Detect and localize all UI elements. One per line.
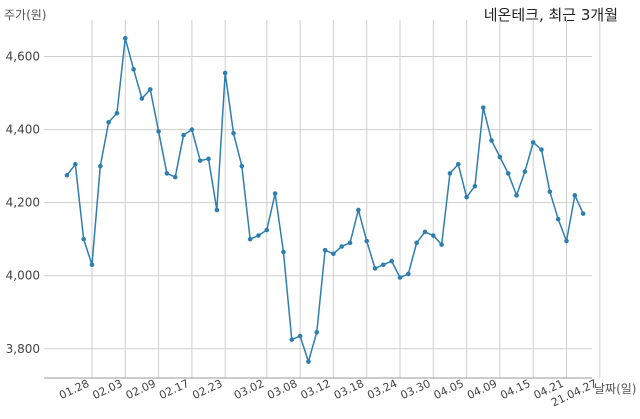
data-point	[455, 161, 461, 167]
data-point	[164, 171, 170, 176]
y-tick-label: 4,600	[6, 50, 40, 64]
data-point	[322, 247, 328, 253]
data-point	[281, 249, 286, 255]
data-point	[181, 132, 186, 138]
data-point	[306, 359, 311, 364]
data-point	[272, 191, 278, 196]
x-tick-label: 04.09	[465, 377, 499, 402]
data-point	[439, 242, 444, 247]
data-point	[64, 172, 70, 178]
data-point	[472, 183, 478, 189]
data-point	[580, 211, 586, 216]
data-point	[514, 193, 519, 198]
data-point	[156, 129, 161, 134]
series-points-layer	[64, 35, 586, 364]
data-point	[89, 262, 95, 268]
data-point	[81, 236, 86, 242]
data-point	[247, 236, 253, 242]
data-point	[364, 238, 370, 244]
grid	[44, 20, 601, 378]
data-point	[497, 154, 503, 160]
data-point	[431, 233, 436, 238]
data-point	[564, 238, 569, 244]
x-tick-label: 04.15	[498, 377, 532, 402]
data-point	[572, 193, 578, 198]
data-point	[422, 229, 428, 235]
x-tick-label: 03.24	[365, 377, 399, 402]
x-tick-label: 03.18	[332, 377, 366, 402]
data-point	[73, 161, 78, 167]
data-point	[447, 171, 453, 176]
x-tick-label: 02.17	[157, 377, 191, 402]
data-point	[297, 333, 303, 339]
data-point	[547, 189, 553, 194]
data-point	[480, 105, 486, 110]
x-axis-unit-label: 날짜(일)	[594, 382, 637, 396]
x-tick-label: 03.08	[265, 377, 299, 402]
data-point	[131, 67, 136, 72]
data-point	[406, 271, 411, 277]
data-point	[264, 227, 270, 233]
data-point	[389, 258, 394, 264]
data-point	[139, 96, 145, 101]
data-point	[214, 207, 220, 213]
data-point	[98, 163, 103, 169]
data-point	[397, 275, 403, 280]
x-tick-label: 04.05	[432, 377, 466, 402]
y-tick-label: 4,000	[6, 269, 40, 283]
x-tick-label: 01.28	[57, 377, 91, 402]
data-point	[231, 130, 236, 136]
data-point	[147, 87, 153, 92]
data-point	[356, 207, 361, 213]
y-tick-label: 3,800	[6, 342, 40, 356]
data-point	[197, 158, 203, 163]
x-tick-label: 02.09	[124, 377, 158, 402]
data-point	[222, 70, 228, 76]
data-point	[522, 169, 528, 174]
data-point	[289, 337, 295, 342]
x-tick-label: 02.23	[190, 377, 224, 402]
x-tick-label: 03.30	[399, 377, 433, 402]
chart-title: 네온테크, 최근 3개월	[483, 6, 618, 24]
data-point	[339, 244, 345, 249]
series-line-layer	[66, 37, 584, 363]
data-point	[489, 138, 494, 143]
data-point	[122, 35, 128, 41]
x-tick-label: 03.12	[299, 377, 333, 402]
data-point	[414, 240, 419, 246]
data-point	[114, 110, 120, 116]
data-point	[381, 262, 386, 268]
y-axis-unit-label: 주가(원)	[4, 8, 47, 22]
data-point	[239, 163, 245, 169]
data-point	[331, 251, 336, 257]
data-point	[505, 171, 511, 176]
data-point	[189, 127, 195, 132]
price-line	[66, 37, 584, 363]
data-point	[530, 140, 536, 145]
data-point	[539, 147, 544, 152]
data-point	[464, 194, 469, 200]
y-tick-label: 4,200	[6, 196, 40, 210]
data-point	[206, 156, 211, 162]
data-point	[106, 119, 111, 125]
data-point	[347, 240, 353, 246]
data-point	[172, 174, 178, 180]
data-point	[314, 330, 320, 335]
data-point	[256, 233, 261, 238]
data-point	[372, 266, 378, 271]
x-tick-label: 02.03	[91, 377, 125, 402]
y-tick-label: 4,400	[6, 123, 40, 137]
x-tick-label: 03.02	[232, 377, 266, 402]
data-point	[555, 216, 561, 222]
